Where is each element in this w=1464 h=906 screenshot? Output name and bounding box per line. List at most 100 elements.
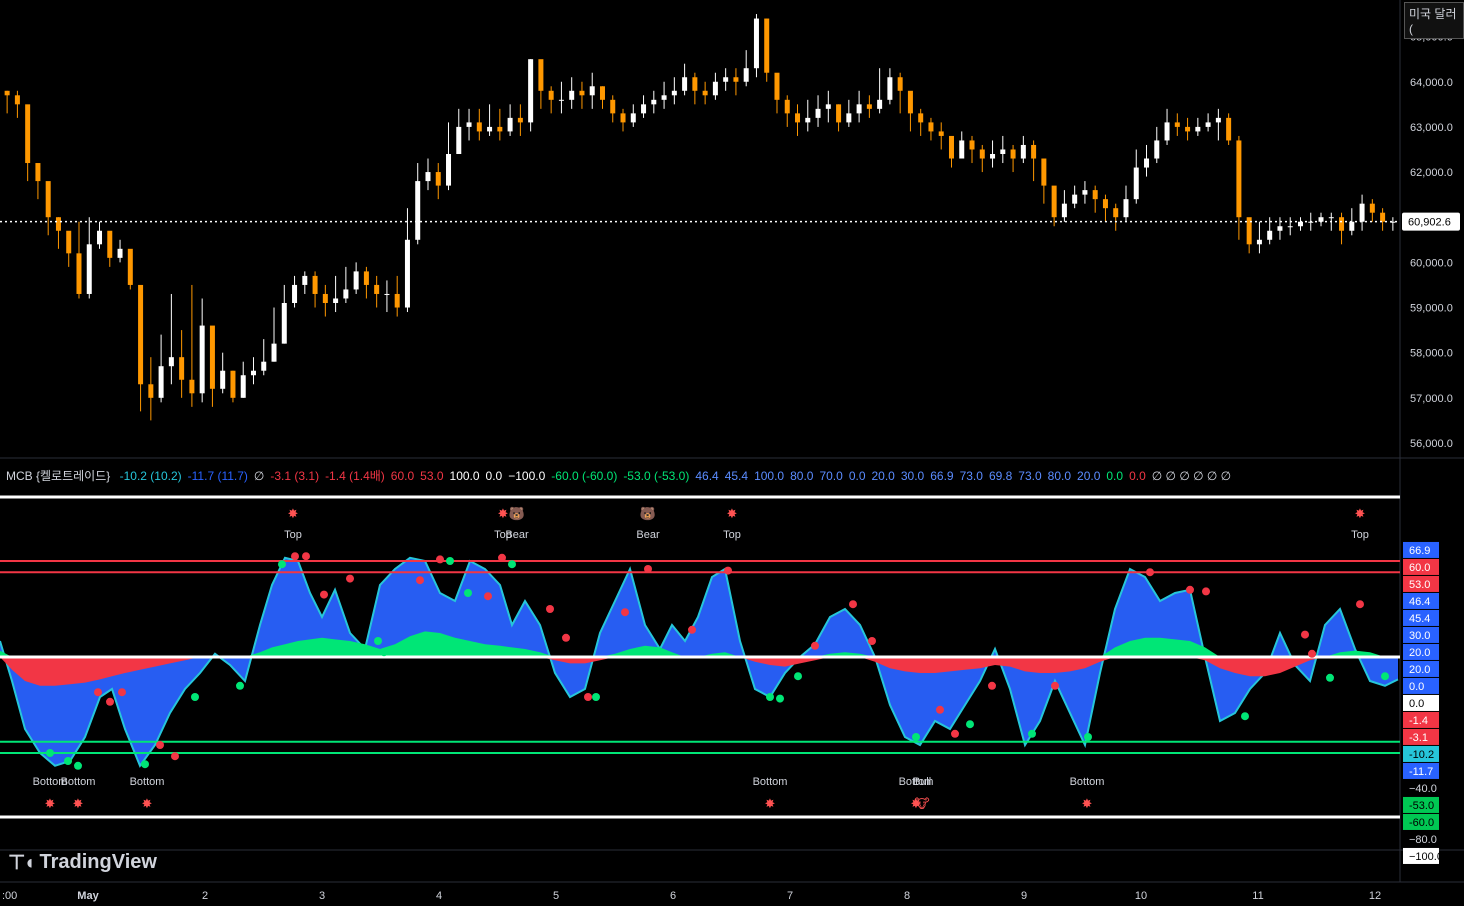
indicator-title[interactable]: MCB {켈로트레이드}	[6, 469, 111, 483]
candle-body	[743, 68, 749, 82]
indicator-value-label: 46.4	[1409, 596, 1430, 608]
signal-dot	[346, 574, 354, 583]
indicator-value-label: -10.2	[1409, 749, 1434, 761]
price-tick-label: 59,000.0	[1410, 303, 1453, 315]
candle-body	[1267, 230, 1273, 240]
top-signal-label: Top	[494, 529, 512, 541]
candle-body	[199, 325, 205, 394]
bottom-signal-icon: ✸	[142, 797, 153, 812]
candle-body	[795, 113, 801, 123]
bottom-signal-label: Bottom	[61, 776, 96, 788]
candle-body	[497, 126, 503, 132]
indicator-value-label: −80.0	[1409, 834, 1437, 846]
candle-body	[856, 104, 862, 114]
candle-body	[230, 370, 236, 398]
signal-dot	[64, 757, 72, 765]
legend-value-2: ∅	[253, 469, 265, 483]
bottom-signal-label: Bull	[913, 776, 931, 788]
legend-value-28: ∅ ∅ ∅ ∅ ∅ ∅	[1151, 469, 1232, 483]
indicator-value-label: 20.0	[1409, 664, 1430, 676]
candle-body	[25, 104, 31, 164]
candle-body	[394, 293, 400, 308]
candle-body	[1031, 144, 1037, 159]
legend-value-3: -3.1 (3.1)	[270, 469, 320, 483]
signal-dot	[776, 694, 784, 703]
signal-dot	[94, 688, 102, 697]
candle-body	[979, 149, 985, 159]
candle-body	[1051, 185, 1057, 218]
candle-body	[271, 343, 277, 362]
bottom-signal-label: Bottom	[899, 776, 934, 788]
candle-body	[261, 361, 267, 371]
mcb-money-flow-negative	[0, 657, 1398, 686]
candle-body	[384, 293, 390, 295]
top-signal-label: Top	[1351, 529, 1369, 541]
signal-dot	[988, 681, 996, 690]
candle-body	[1318, 217, 1324, 222]
bottom-signal-icon: ✸	[73, 797, 84, 812]
candle-body	[333, 298, 339, 303]
signal-dot	[688, 625, 696, 634]
indicator-value-badge	[1403, 541, 1439, 558]
candle-body	[209, 325, 215, 389]
candle-body	[14, 95, 20, 105]
indicator-value-badge	[1403, 745, 1439, 762]
candle-body	[404, 239, 410, 308]
price-tick-label: 64,000.0	[1410, 77, 1453, 89]
candle-body	[1092, 190, 1098, 200]
signal-dot	[436, 555, 444, 564]
legend-value-15: 80.0	[790, 469, 814, 483]
candle-body	[1297, 221, 1303, 227]
tradingview-logo[interactable]: ⊤◖ TradingView	[8, 850, 157, 875]
signal-dot	[912, 733, 920, 741]
time-tick-label: 11	[1252, 890, 1263, 902]
signal-dot	[291, 552, 299, 561]
legend-value-22: 69.8	[988, 469, 1013, 483]
legend-value-27: 0.0	[1129, 469, 1146, 483]
signal-dot	[951, 729, 959, 738]
bottom-signal-label: Bottom	[1070, 776, 1105, 788]
indicator-value-badge	[1403, 762, 1439, 779]
legend-value-26: 0.0	[1106, 469, 1124, 483]
indicator-value-label: 66.9	[1409, 545, 1430, 557]
top-signal-icon: ✸	[288, 507, 299, 522]
price-tick-label: 63,000.0	[1410, 122, 1453, 134]
candle-body	[1246, 217, 1252, 245]
candle-body	[1215, 117, 1221, 123]
candle-body	[610, 99, 616, 114]
candle-body	[1349, 221, 1355, 231]
currency-button[interactable]: 미국 달러(	[1404, 2, 1464, 39]
candle-body	[538, 59, 544, 91]
candle-body	[55, 217, 61, 231]
candle-body	[599, 86, 605, 100]
candle-body	[558, 99, 564, 101]
top-signal-icon: 🐻	[640, 505, 656, 522]
candle-body	[1000, 149, 1006, 154]
candle-body	[753, 18, 759, 69]
candle-body	[1185, 126, 1191, 132]
candle-body	[1226, 117, 1232, 141]
candle-body	[374, 284, 380, 294]
signal-dot	[508, 560, 516, 569]
candle-body	[589, 86, 595, 96]
bottom-signal-label: Bottom	[130, 776, 165, 788]
tradingview-wordmark: TradingView	[39, 851, 157, 873]
candle-body	[1369, 203, 1375, 213]
signal-dot	[416, 576, 424, 585]
legend-value-14: 100.0	[754, 469, 785, 483]
candle-body	[415, 181, 421, 240]
candle-body	[507, 117, 513, 132]
candle-body	[250, 370, 256, 376]
candle-body	[938, 131, 944, 136]
signal-dot	[498, 553, 506, 562]
mcb-wave-area	[0, 557, 1398, 766]
candle-body	[990, 154, 996, 159]
time-tick-label: :00	[2, 890, 17, 902]
tradingview-mark-icon: ⊤◖	[8, 852, 35, 874]
price-tick-label: 60,000.0	[1410, 257, 1453, 269]
signal-dot	[1356, 600, 1364, 609]
signal-dot	[374, 637, 382, 645]
legend-value-13: 45.4	[724, 469, 749, 483]
candle-body	[815, 108, 821, 118]
